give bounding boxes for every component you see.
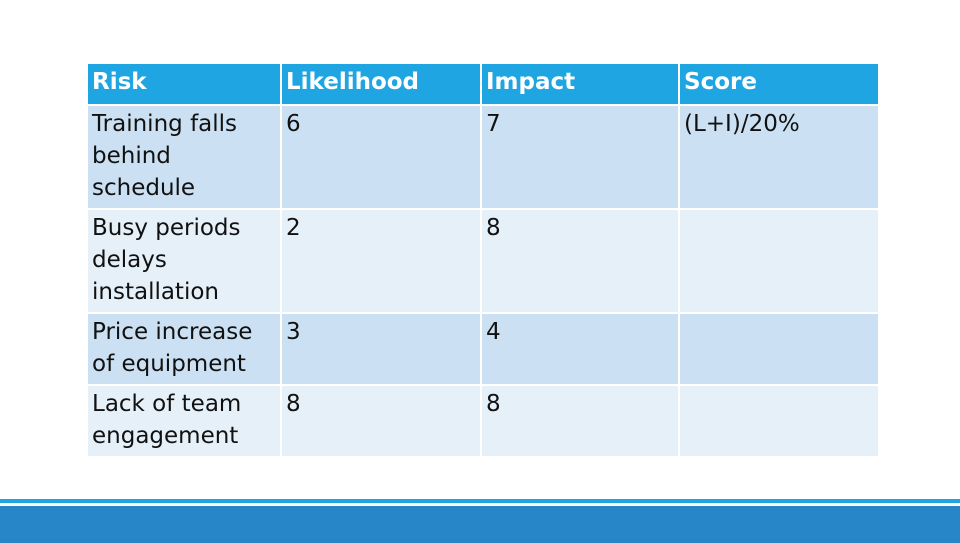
table-row: Lack of team engagement 8 8 (86, 384, 880, 458)
table-row: Price increase of equipment 3 4 (86, 312, 880, 386)
header-row: Risk Likelihood Impact Score (86, 62, 880, 106)
impact-cell: 8 (480, 384, 680, 458)
header-score: Score (678, 62, 880, 106)
likelihood-cell: 2 (280, 208, 482, 314)
impact-cell: 4 (480, 312, 680, 386)
table-header: Risk Likelihood Impact Score (86, 62, 880, 106)
footer-stripe (0, 499, 960, 503)
table-row: Training falls behind schedule 6 7 (L+I)… (86, 104, 880, 210)
risk-cell: Price increase of equipment (86, 312, 282, 386)
impact-cell: 8 (480, 208, 680, 314)
risk-cell: Lack of team engagement (86, 384, 282, 458)
risk-table: Risk Likelihood Impact Score Training fa… (86, 62, 880, 458)
header-risk: Risk (86, 62, 282, 106)
table-body: Training falls behind schedule 6 7 (L+I)… (86, 104, 880, 458)
table-row: Busy periods delays installation 2 8 (86, 208, 880, 314)
footer-band (0, 506, 960, 543)
score-cell (678, 384, 880, 458)
score-cell (678, 208, 880, 314)
risk-cell: Busy periods delays installation (86, 208, 282, 314)
likelihood-cell: 6 (280, 104, 482, 210)
score-cell: (L+I)/20% (678, 104, 880, 210)
likelihood-cell: 8 (280, 384, 482, 458)
likelihood-cell: 3 (280, 312, 482, 386)
footer-bar (0, 499, 960, 543)
header-impact: Impact (480, 62, 680, 106)
impact-cell: 7 (480, 104, 680, 210)
header-likelihood: Likelihood (280, 62, 482, 106)
score-cell (678, 312, 880, 386)
risk-cell: Training falls behind schedule (86, 104, 282, 210)
